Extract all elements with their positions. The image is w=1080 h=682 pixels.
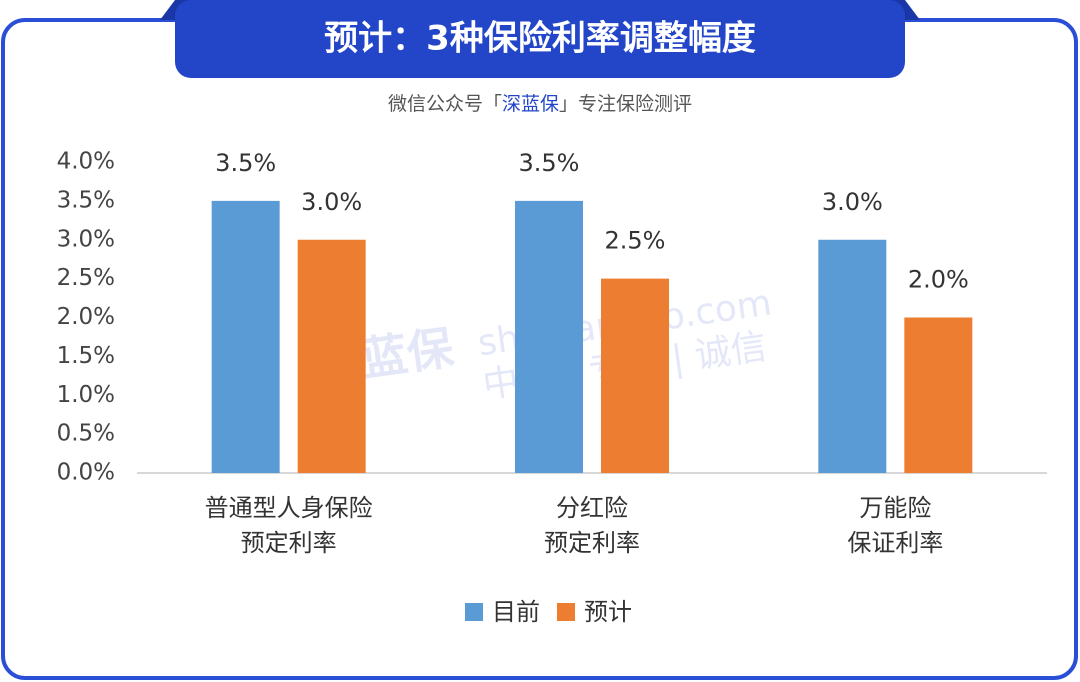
subtitle-part: 深蓝保 — [502, 93, 559, 115]
value-label: 3.5% — [519, 149, 580, 177]
value-label: 2.5% — [605, 227, 666, 255]
x-tick-label: 分红险 — [556, 494, 628, 522]
bar — [297, 239, 366, 473]
y-tick-label: 3.0% — [57, 226, 115, 252]
legend-label: 预计 — [584, 598, 632, 626]
y-tick-label: 0.0% — [57, 460, 115, 486]
bar — [818, 239, 887, 473]
bar — [601, 278, 669, 473]
x-tick-label: 普通型人身保险 — [205, 494, 373, 522]
legend-label: 目前 — [492, 598, 540, 626]
y-tick-label: 1.5% — [57, 343, 115, 369]
y-tick-label: 0.5% — [57, 421, 115, 447]
subtitle-part: 微信公众号「 — [388, 93, 502, 115]
bar — [904, 317, 973, 473]
banner — [175, 0, 905, 78]
value-label: 3.5% — [215, 149, 276, 177]
x-tick-label: 保证利率 — [847, 529, 943, 557]
bar — [515, 200, 583, 473]
value-label: 2.0% — [908, 266, 969, 294]
y-tick-label: 2.5% — [57, 265, 115, 291]
legend-swatch — [557, 603, 575, 621]
y-tick-label: 2.0% — [57, 304, 115, 330]
subtitle-part: 」专注保险测评 — [559, 93, 692, 115]
y-tick-label: 3.5% — [57, 187, 115, 213]
subtitle: 微信公众号「深蓝保」专注保险测评 — [388, 93, 692, 115]
x-tick-label: 预定利率 — [241, 529, 337, 557]
value-label: 3.0% — [822, 188, 883, 216]
value-label: 3.0% — [301, 188, 362, 216]
y-tick-label: 1.0% — [57, 382, 115, 408]
bar — [211, 200, 280, 473]
legend-swatch — [465, 603, 483, 621]
x-tick-label: 预定利率 — [544, 529, 640, 557]
x-tick-label: 万能险 — [859, 494, 931, 522]
y-tick-label: 4.0% — [57, 149, 115, 175]
chart-title: 预计：3种保险利率调整幅度 — [324, 19, 756, 59]
